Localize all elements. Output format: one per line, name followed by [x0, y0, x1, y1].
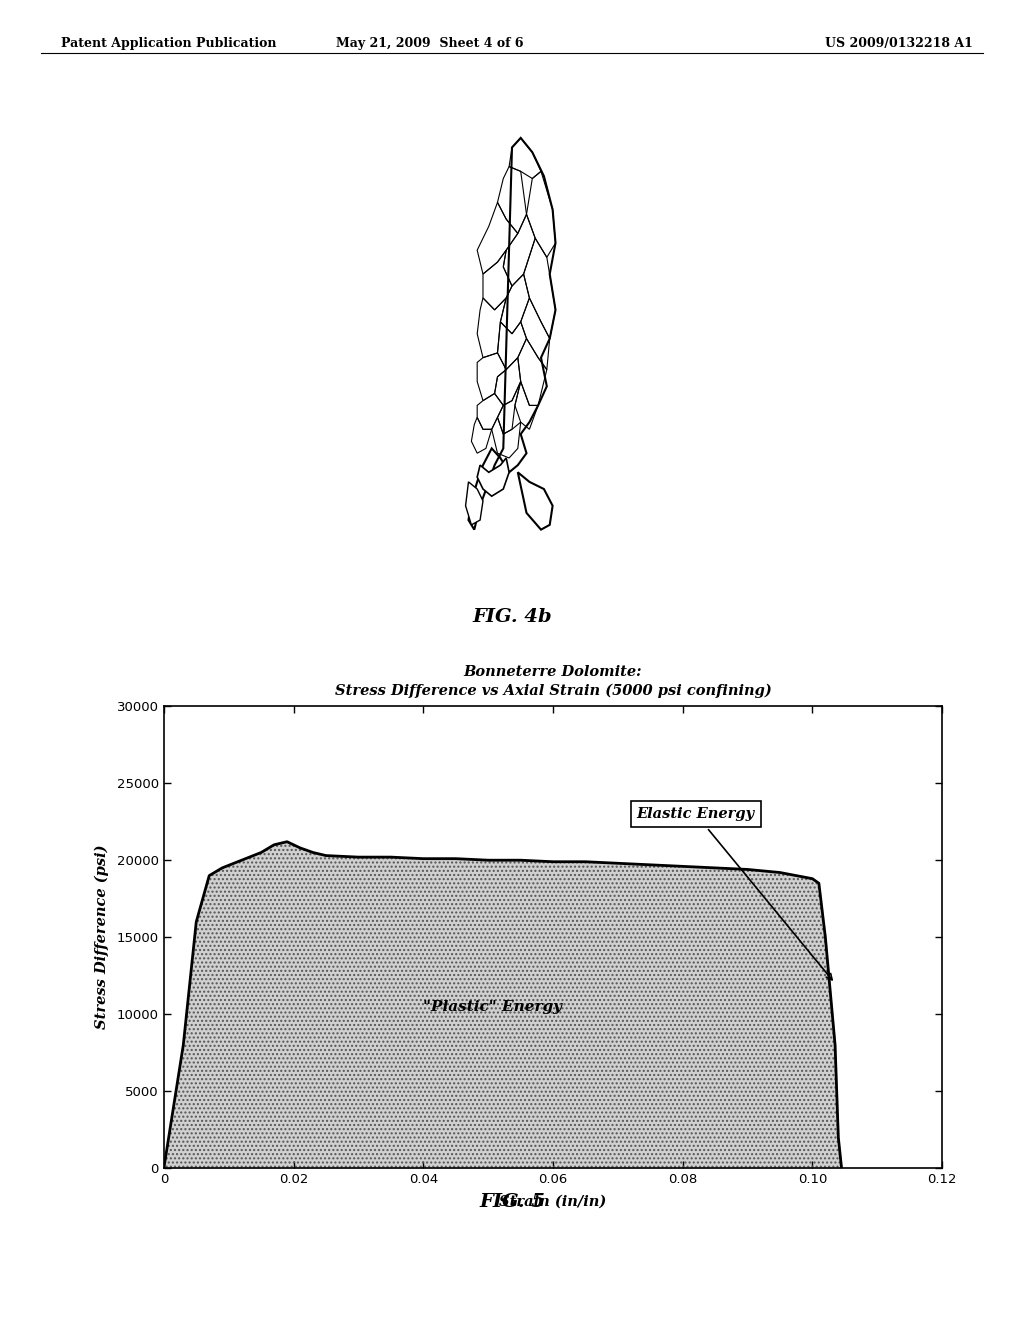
Polygon shape — [477, 458, 509, 496]
Text: Patent Application Publication: Patent Application Publication — [61, 37, 276, 50]
Text: US 2009/0132218 A1: US 2009/0132218 A1 — [825, 37, 973, 50]
Text: FIG. 5: FIG. 5 — [479, 1193, 545, 1212]
X-axis label: Strain (in/in): Strain (in/in) — [500, 1195, 606, 1208]
Polygon shape — [518, 473, 553, 529]
Text: FIG. 4b: FIG. 4b — [472, 609, 552, 627]
Title: Bonneterre Dolomite:
Stress Difference vs Axial Strain (5000 psi confining): Bonneterre Dolomite: Stress Difference v… — [335, 665, 771, 698]
Polygon shape — [469, 137, 555, 529]
Text: Elastic Energy: Elastic Energy — [637, 807, 833, 979]
Text: "Plastic" Energy: "Plastic" Energy — [423, 999, 562, 1014]
Y-axis label: Stress Difference (psi): Stress Difference (psi) — [94, 845, 109, 1030]
Polygon shape — [466, 482, 483, 525]
Text: May 21, 2009  Sheet 4 of 6: May 21, 2009 Sheet 4 of 6 — [336, 37, 524, 50]
